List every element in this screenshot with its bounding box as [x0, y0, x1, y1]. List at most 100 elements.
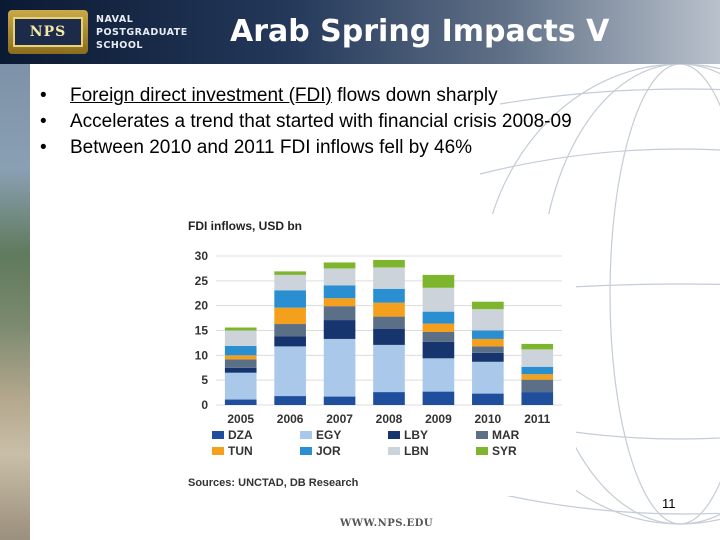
x-tick-label: 2011 [524, 412, 550, 426]
bar-segment-mar-2007 [323, 306, 356, 321]
chart-source: Sources: UNCTAD, DB Research [188, 477, 359, 489]
y-tick-label: 10 [195, 348, 209, 362]
logo-line-3: SCHOOL [96, 39, 143, 51]
x-tick-label: 2007 [326, 412, 353, 426]
fdi-chart-panel: FDI inflows, USD bn 0 5 10 15 20 25 30 2005 2006 2… [182, 214, 576, 496]
bar-segment-syr-2006 [274, 271, 306, 275]
y-tick-label: 15 [195, 324, 209, 338]
legend-label-jor: JOR [316, 444, 341, 458]
bar-segment-lby-2008 [373, 329, 405, 345]
y-tick-label: 20 [195, 299, 209, 313]
bar-segment-dza-2009 [422, 391, 455, 405]
bar-segment-syr-2010 [472, 301, 504, 310]
fdi-chart: FDI inflows, USD bn 0 5 10 15 20 25 30 2005 2006 2… [188, 219, 562, 489]
bar-segment-syr-2005 [224, 327, 257, 331]
bar-segment-egy-2008 [373, 344, 405, 393]
legend-swatch-tun [212, 447, 224, 455]
bar-segment-lbn-2007 [323, 268, 356, 286]
bar-segment-mar-2005 [224, 359, 257, 368]
bar-segment-egy-2005 [224, 372, 257, 400]
bar-segment-jor-2007 [323, 285, 356, 299]
bar-segment-jor-2011 [521, 366, 554, 375]
footer-url: WWW.NPS.EDU [340, 518, 434, 529]
x-tick-label: 2006 [277, 412, 304, 426]
bar-segment-lbn-2009 [422, 287, 455, 312]
legend-label-lbn: LBN [404, 444, 429, 458]
legend-swatch-lbn [388, 447, 400, 455]
bar-segment-syr-2009 [422, 274, 455, 288]
legend-swatch-syr [476, 447, 488, 455]
bar-segment-mar-2006 [274, 324, 306, 337]
bar-segment-lby-2007 [323, 320, 356, 339]
bar-segment-mar-2010 [472, 346, 504, 353]
logo-text: NAVAL POSTGRADUATE SCHOOL [96, 13, 188, 52]
legend-swatch-egy [300, 431, 312, 439]
bullet-text: flows down sharply [331, 85, 498, 106]
legend-label-mar: MAR [492, 428, 520, 442]
bar-segment-egy-2007 [323, 338, 356, 397]
legend-swatch-jor [300, 447, 312, 455]
bullet-item: • Between 2010 and 2011 FDI inflows fell… [40, 136, 680, 160]
bar-segment-lbn-2006 [274, 274, 306, 291]
page-number: 11 [662, 496, 676, 511]
logo-line-2: POSTGRADUATE [96, 26, 188, 38]
bar-segment-lby-2006 [274, 336, 306, 347]
bar-segment-egy-2010 [472, 361, 504, 394]
legend-swatch-mar [476, 431, 488, 439]
bar-segment-dza-2011 [521, 392, 554, 405]
bullet-item: • Accelerates a trend that started with … [40, 110, 680, 134]
bar-segment-lbn-2011 [521, 349, 554, 367]
nps-logo: NPS NAVAL POSTGRADUATE SCHOOL [8, 10, 188, 54]
bullet-dot: • [40, 137, 47, 158]
legend-label-syr: SYR [492, 444, 517, 458]
bar-segment-jor-2008 [373, 288, 405, 303]
bar-segment-mar-2008 [373, 316, 405, 330]
x-tick-label: 2005 [227, 412, 254, 426]
bar-segment-lbn-2010 [472, 309, 504, 331]
legend-label-tun: TUN [228, 444, 253, 458]
bullet-list: • Foreign direct investment (FDI) flows … [40, 84, 680, 162]
bar-segment-tun-2007 [323, 298, 356, 307]
bar-segment-syr-2008 [373, 259, 405, 268]
bullet-text: Accelerates a trend that started with fi… [70, 111, 572, 132]
y-tick-label: 30 [195, 249, 209, 263]
x-tick-label: 2008 [376, 412, 403, 426]
bar-segment-jor-2005 [224, 345, 257, 356]
bar-segment-tun-2010 [472, 338, 504, 347]
y-tick-label: 25 [195, 274, 209, 288]
bullet-text: Between 2010 and 2011 FDI inflows fell b… [70, 137, 473, 158]
bullet-underlined-text: Foreign direct investment (FDI) [70, 85, 332, 106]
legend-label-egy: EGY [316, 428, 341, 442]
bar-segment-tun-2006 [274, 307, 306, 325]
legend-swatch-lby [388, 431, 400, 439]
bar-segment-dza-2006 [274, 396, 306, 405]
legend-label-lby: LBY [404, 428, 428, 442]
bar-segment-egy-2006 [274, 346, 306, 397]
campus-photo-strip [0, 64, 30, 540]
bar-segment-lby-2005 [224, 367, 257, 373]
bar-segment-lby-2009 [422, 341, 455, 359]
logo-seal: NPS [8, 10, 88, 54]
bar-segment-dza-2005 [224, 399, 257, 405]
bullet-dot: • [40, 85, 47, 106]
bar-segment-mar-2009 [422, 331, 455, 342]
bar-segment-dza-2008 [373, 392, 405, 405]
bullet-dot: • [40, 111, 47, 132]
bar-segment-egy-2009 [422, 358, 455, 392]
logo-line-1: NAVAL [96, 13, 134, 25]
bar-segment-syr-2011 [521, 343, 554, 350]
bar-segment-dza-2010 [472, 393, 504, 405]
bar-segment-jor-2010 [472, 330, 504, 339]
bar-segment-lbn-2008 [373, 267, 405, 289]
slide-title: Arab Spring Impacts V [230, 14, 610, 49]
bar-segment-tun-2008 [373, 302, 405, 317]
chart-title: FDI inflows, USD bn [188, 219, 302, 233]
bar-segment-tun-2005 [224, 355, 257, 360]
bullet-item: • Foreign direct investment (FDI) flows … [40, 84, 680, 108]
bar-segment-lbn-2005 [224, 330, 257, 346]
bar-segment-lby-2010 [472, 352, 504, 362]
bar-segment-dza-2007 [323, 396, 356, 405]
header-band: NPS NAVAL POSTGRADUATE SCHOOL Arab Sprin… [0, 0, 720, 64]
bar-segment-mar-2011 [521, 379, 554, 393]
bar-segment-tun-2009 [422, 323, 455, 332]
